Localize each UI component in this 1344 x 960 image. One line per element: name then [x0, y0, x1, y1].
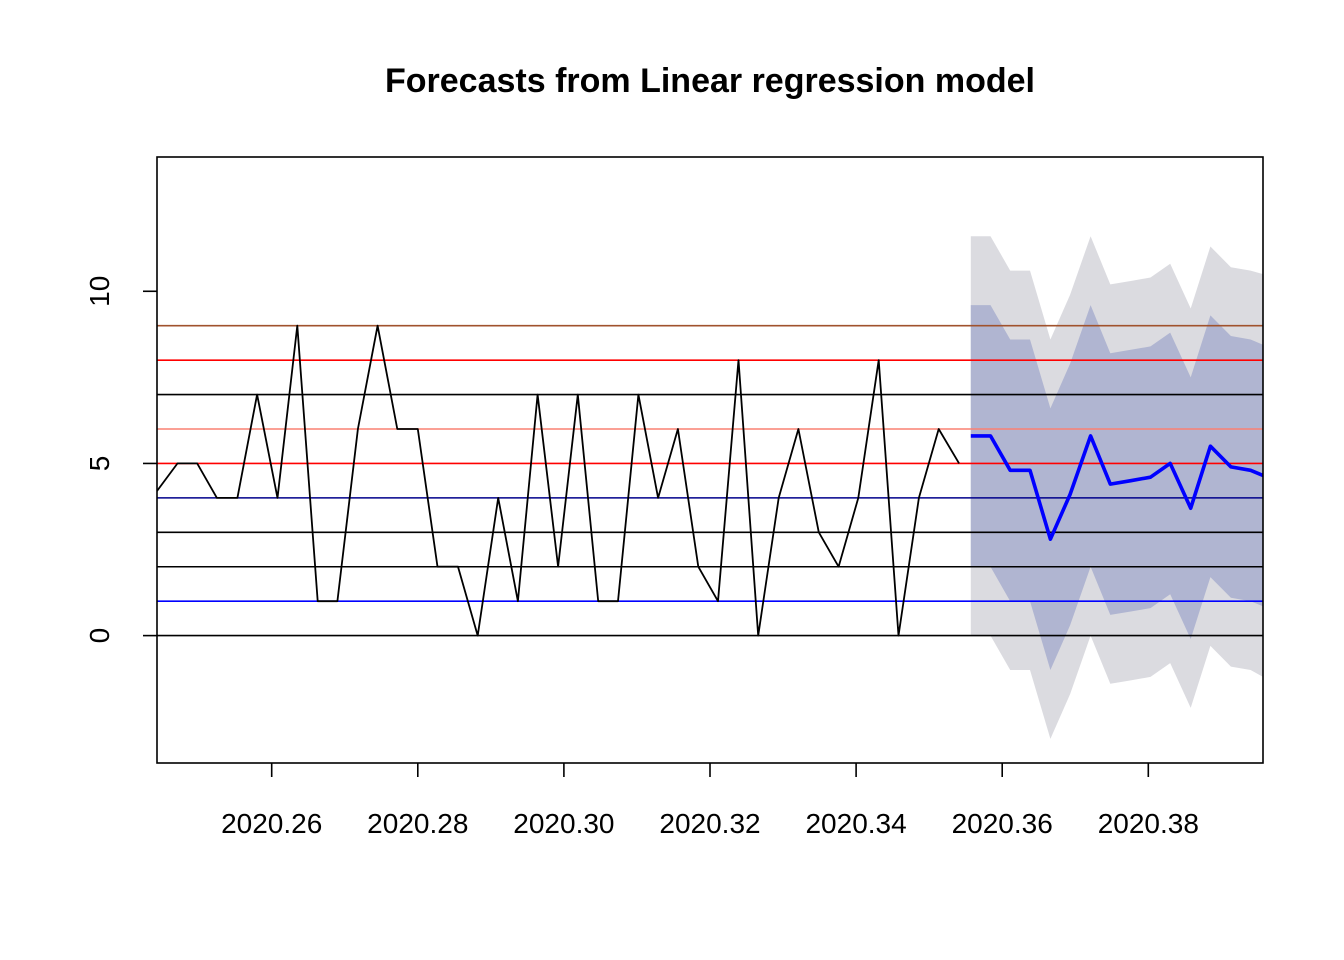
chart-title: Forecasts from Linear regression model: [385, 62, 1035, 100]
prediction-band-80: [970, 305, 1263, 670]
forecast-series-line: [970, 434, 1263, 541]
y-tick-label: 0: [84, 628, 115, 644]
x-tick-label: 2020.38: [1098, 808, 1199, 839]
x-tick-label: 2020.26: [221, 808, 322, 839]
x-tick-label: 2020.32: [659, 808, 760, 839]
plot-area: [157, 236, 1263, 739]
axes: 2020.26 2020.28 2020.30 2020.32 2020.34 2020.…: [84, 276, 1199, 839]
x-tick-label: 2020.30: [513, 808, 614, 839]
y-tick-label: 5: [84, 456, 115, 472]
observed-series-line: [157, 324, 960, 637]
x-tick-label: 2020.34: [805, 808, 906, 839]
x-tick-label: 2020.36: [952, 808, 1053, 839]
y-tick-label: 10: [84, 276, 115, 307]
plot-frame: [156, 156, 1264, 764]
x-tick-label: 2020.28: [367, 808, 468, 839]
